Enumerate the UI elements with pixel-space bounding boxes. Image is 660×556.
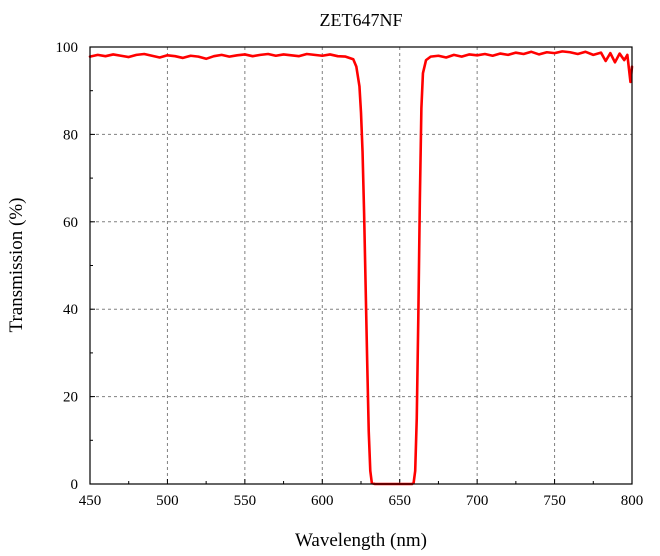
x-tick-label: 800 <box>621 493 644 509</box>
x-tick-label: 500 <box>156 493 179 509</box>
grid-lines <box>90 47 632 484</box>
x-tick-label: 700 <box>466 493 489 509</box>
x-axis-title: Wavelength (nm) <box>295 530 427 551</box>
y-tick-label: 60 <box>63 215 78 231</box>
y-tick-label: 80 <box>63 127 78 143</box>
y-tick-label: 100 <box>56 40 79 56</box>
x-tick-label: 750 <box>543 493 566 509</box>
y-tick-label: 0 <box>71 477 79 493</box>
x-tick-label: 650 <box>388 493 411 509</box>
x-tick-label: 600 <box>311 493 334 509</box>
x-tick-label: 450 <box>79 493 102 509</box>
chart-title: ZET647NF <box>320 10 403 30</box>
series-layer <box>88 50 634 486</box>
y-tick-label: 40 <box>63 302 78 318</box>
transmission-series-line <box>88 50 634 486</box>
x-tick-label: 550 <box>234 493 257 509</box>
y-axis-title: Transmission (%) <box>6 198 27 333</box>
tick-labels: 450 500 550 600 650 700 750 800 0 20 40 60 80 100 <box>56 40 644 509</box>
plot-frame <box>89 46 633 485</box>
y-tick-label: 20 <box>63 390 78 406</box>
